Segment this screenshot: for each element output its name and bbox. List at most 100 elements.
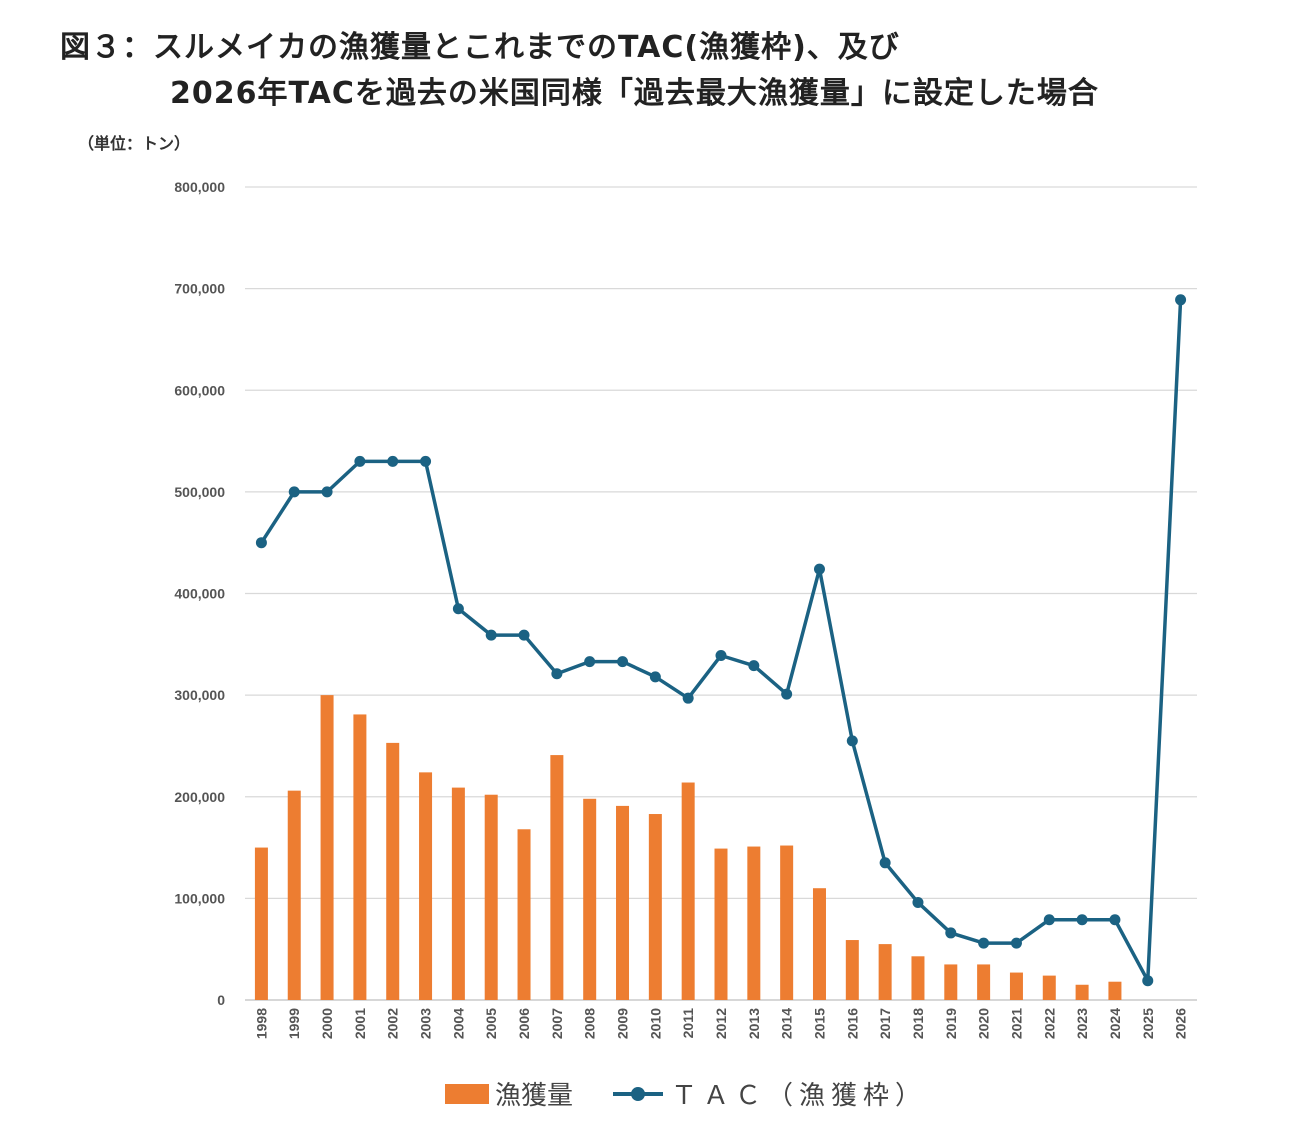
catch-bar	[583, 798, 597, 1000]
x-tick-label: 2013	[746, 1008, 762, 1039]
legend-catch-label: 漁獲量	[495, 1081, 574, 1111]
x-tick-label: 2020	[976, 1008, 992, 1039]
x-tick-label: 2019	[943, 1008, 959, 1039]
catch-bar	[484, 794, 498, 1000]
x-tick-label: 2016	[844, 1008, 860, 1039]
catch-bar	[648, 814, 662, 1000]
tac-point	[518, 629, 530, 641]
catch-bar	[681, 782, 695, 1000]
tac-point	[255, 537, 267, 549]
x-tick-label: 2024	[1107, 1008, 1123, 1039]
catch-bar	[451, 787, 465, 1000]
tac-point	[1109, 914, 1121, 926]
tac-point	[1175, 294, 1187, 306]
x-tick-label: 2012	[713, 1008, 729, 1039]
tac-point	[912, 896, 924, 908]
tac-point	[682, 692, 694, 704]
catch-bar	[845, 940, 859, 1000]
y-tick-label: 600,000	[174, 382, 225, 398]
y-tick-label: 500,000	[174, 484, 225, 500]
catch-bar	[878, 944, 892, 1000]
catch-bar	[714, 848, 728, 1000]
tac-point	[1010, 937, 1022, 949]
x-tick-label: 2006	[516, 1008, 532, 1039]
chart-title-line2: 2026年TACを過去の米国同様「過去最大漁獲量」に設定した場合	[170, 76, 1099, 111]
legend-bar-swatch	[445, 1083, 489, 1104]
x-tick-label: 2004	[450, 1008, 466, 1039]
tac-point	[781, 688, 793, 700]
tac-point	[551, 668, 563, 680]
unit-label: （単位：トン）	[78, 134, 191, 153]
tac-point	[354, 455, 366, 467]
x-tick-label: 2025	[1140, 1008, 1156, 1039]
tac-point	[1142, 975, 1154, 987]
tac-point	[715, 649, 727, 661]
x-tick-label: 2007	[549, 1008, 565, 1039]
x-tick-label: 1998	[253, 1008, 269, 1039]
x-tick-label: 2003	[418, 1008, 434, 1039]
x-tick-label: 2008	[582, 1008, 598, 1039]
tac-point	[1076, 914, 1088, 926]
tac-point	[617, 656, 629, 668]
catch-bar	[1108, 981, 1122, 1000]
chart-title-line1: 図３：スルメイカの漁獲量とこれまでのTAC(漁獲枠)、及び	[60, 30, 900, 65]
x-tick-label: 1999	[286, 1008, 302, 1039]
tac-point	[584, 656, 596, 668]
tac-point	[387, 455, 399, 467]
catch-bar	[977, 964, 991, 1000]
x-tick-label: 2011	[680, 1008, 696, 1039]
x-tick-label: 2001	[352, 1008, 368, 1039]
x-tick-label: 2014	[779, 1008, 795, 1039]
y-tick-label: 800,000	[174, 179, 225, 195]
tac-point	[649, 671, 661, 683]
tac-point	[846, 735, 858, 747]
catch-bar	[944, 964, 958, 1000]
catch-bar	[812, 888, 826, 1000]
tac-point	[978, 937, 990, 949]
x-tick-label: 2002	[385, 1008, 401, 1039]
x-tick-label: 2026	[1173, 1008, 1189, 1039]
catch-bar	[780, 845, 794, 1000]
catch-bar	[517, 829, 531, 1000]
y-tick-label: 300,000	[174, 687, 225, 703]
y-tick-label: 700,000	[174, 281, 225, 297]
y-tick-label: 0	[217, 992, 225, 1008]
y-tick-label: 400,000	[174, 586, 225, 602]
x-tick-label: 2010	[647, 1008, 663, 1039]
catch-bar	[287, 790, 301, 1000]
legend-line-marker-icon	[613, 1086, 664, 1101]
x-tick-label: 2023	[1074, 1008, 1090, 1039]
catch-bar	[616, 805, 630, 1000]
x-tick-label: 2000	[319, 1008, 335, 1039]
y-tick-label: 200,000	[174, 789, 225, 805]
catch-bar	[1009, 972, 1023, 1000]
catch-bar	[911, 956, 925, 1000]
catch-bar	[320, 695, 334, 1000]
x-tick-label: 2021	[1008, 1008, 1024, 1039]
x-tick-label: 2018	[910, 1008, 926, 1039]
tac-point	[321, 486, 333, 498]
tac-point	[813, 563, 825, 575]
tac-point	[748, 660, 760, 672]
catch-bar	[386, 742, 400, 1000]
tac-point	[945, 927, 957, 939]
catch-bar	[353, 714, 367, 1000]
legend: 漁獲量 ＴＡＣ（漁獲枠）	[445, 1075, 927, 1112]
tac-point	[485, 629, 497, 641]
tac-point	[452, 603, 464, 615]
legend-tac-label: ＴＡＣ（漁獲枠）	[671, 1081, 928, 1111]
tac-point	[288, 486, 300, 498]
x-tick-label: 2017	[877, 1008, 893, 1039]
y-tick-label: 100,000	[174, 890, 225, 906]
catch-bar	[550, 755, 564, 1000]
catch-bar	[419, 772, 433, 1000]
x-tick-label: 2022	[1041, 1008, 1057, 1039]
catch-bar	[254, 847, 268, 1000]
catch-bar	[1042, 975, 1056, 1000]
tac-point	[420, 455, 432, 467]
x-tick-label: 2005	[483, 1008, 499, 1039]
catch-bar	[747, 846, 761, 1000]
catch-bar	[1075, 984, 1089, 1000]
x-tick-label: 2009	[615, 1008, 631, 1039]
